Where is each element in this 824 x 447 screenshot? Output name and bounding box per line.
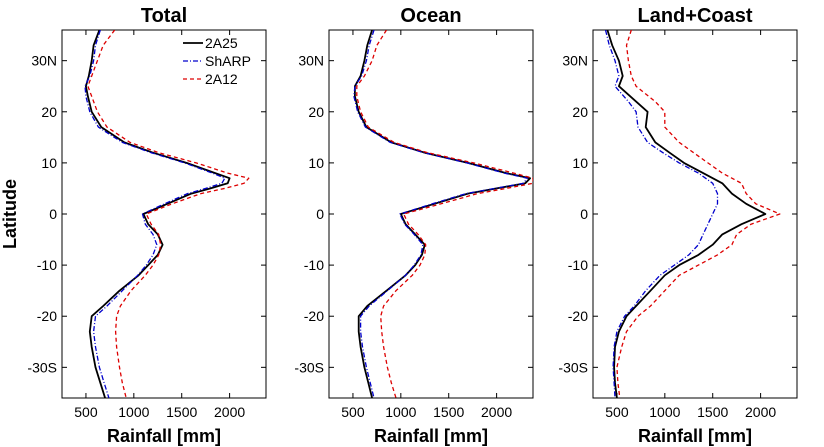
series-line-2a25 xyxy=(606,30,767,398)
y-tick-label: 30N xyxy=(298,53,324,69)
x-tick-label: 2000 xyxy=(481,404,512,420)
series-line-2a12 xyxy=(356,30,533,398)
plot-frame xyxy=(592,29,798,399)
y-tick-label: -30S xyxy=(558,359,588,375)
x-axis-label: Rainfall [mm] xyxy=(638,426,752,446)
panel-title: Land+Coast xyxy=(637,5,752,27)
y-tick-label: -30S xyxy=(294,359,324,375)
y-tick-label: 20 xyxy=(308,104,324,120)
y-tick-label: 0 xyxy=(49,206,57,222)
legend: 2A25 ShARP 2A12 xyxy=(183,35,251,87)
y-tick-label: 20 xyxy=(572,104,588,120)
x-tick-label: 1000 xyxy=(385,404,416,420)
x-tick-label: 500 xyxy=(74,404,98,420)
y-tick-label: -30S xyxy=(27,359,57,375)
y-tick-label: 0 xyxy=(316,206,324,222)
y-tick-label: 30N xyxy=(31,53,57,69)
series-line-sharp xyxy=(353,30,528,398)
y-tick-label: 10 xyxy=(308,155,324,171)
x-tick-label: 2000 xyxy=(745,404,776,420)
x-tick-label: 2000 xyxy=(214,404,245,420)
x-tick-label: 1500 xyxy=(166,404,197,420)
x-tick-label: 500 xyxy=(341,404,365,420)
series-line-2a25 xyxy=(353,30,531,398)
x-tick-label: 1000 xyxy=(649,404,680,420)
legend-label: 2A25 xyxy=(205,35,238,51)
series-line-sharp xyxy=(84,30,226,398)
y-axis-label: Latitude xyxy=(0,179,20,249)
x-tick-label: 1000 xyxy=(118,404,149,420)
legend-label: ShARP xyxy=(205,53,251,69)
panel-title: Ocean xyxy=(400,5,461,27)
series-line-sharp xyxy=(604,30,719,398)
y-tick-label: 20 xyxy=(41,104,57,120)
series-line-2a25 xyxy=(85,30,231,398)
x-tick-label: 1500 xyxy=(697,404,728,420)
y-tick-label: -10 xyxy=(568,257,588,273)
y-tick-label: 10 xyxy=(572,155,588,171)
y-tick-label: 0 xyxy=(580,206,588,222)
y-tick-label: -10 xyxy=(304,257,324,273)
x-tick-label: 1500 xyxy=(433,404,464,420)
y-tick-label: 10 xyxy=(41,155,57,171)
panel-title: Total xyxy=(141,5,187,27)
panel-2: 30N 20 10 0 -10 -20 -30S 500 1000 1500 2000 Land+Co… xyxy=(558,5,798,446)
y-tick-label: -20 xyxy=(304,308,324,324)
y-tick-label: -10 xyxy=(37,257,57,273)
panel-0: 30N 20 10 0 -10 -20 -30S 500 1000 1500 2000 Total Ra… xyxy=(27,5,267,446)
y-tick-label: 30N xyxy=(562,53,588,69)
legend-label: 2A12 xyxy=(205,71,238,87)
panel-1: 30N 20 10 0 -10 -20 -30S 500 1000 1500 2000 Ocean Ra… xyxy=(294,5,534,446)
series-line-2a12 xyxy=(616,30,781,398)
y-tick-label: -20 xyxy=(37,308,57,324)
x-tick-label: 500 xyxy=(605,404,629,420)
x-axis-label: Rainfall [mm] xyxy=(107,426,221,446)
x-axis-label: Rainfall [mm] xyxy=(374,426,488,446)
y-tick-label: -20 xyxy=(568,308,588,324)
